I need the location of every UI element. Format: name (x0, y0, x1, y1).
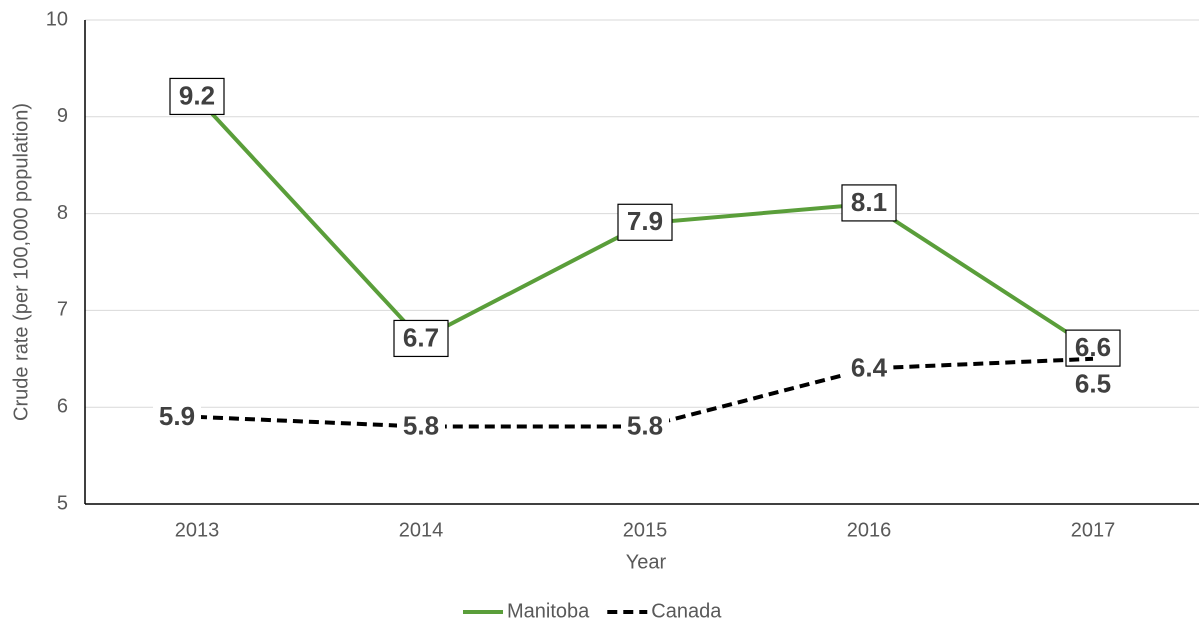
data-label: 9.2 (179, 80, 215, 110)
data-label-bg (1069, 370, 1117, 399)
y-axis-title: Crude rate (per 100,000 population) (10, 103, 32, 421)
data-label-bg (845, 354, 893, 383)
data-label-box (617, 203, 673, 241)
y-tick-label: 6 (57, 395, 68, 417)
y-tick-label: 7 (57, 299, 68, 321)
y-tick-label: 10 (46, 8, 68, 30)
data-label: 6.7 (403, 322, 439, 352)
legend-label: Canada (651, 600, 722, 622)
y-tick-label: 5 (57, 492, 68, 514)
x-axis-title: Year (626, 551, 667, 573)
data-label: 5.8 (627, 410, 663, 440)
x-tick-label: 2017 (1071, 519, 1116, 541)
data-label: 5.9 (159, 401, 195, 431)
y-tick-label: 8 (57, 202, 68, 224)
x-tick-label: 2014 (399, 519, 444, 541)
legend-label: Manitoba (507, 600, 590, 622)
data-label: 6.6 (1075, 332, 1111, 362)
data-label: 7.9 (627, 206, 663, 236)
data-label: 5.8 (403, 410, 439, 440)
x-tick-label: 2015 (623, 519, 668, 541)
x-tick-label: 2013 (175, 519, 220, 541)
data-label-box (169, 77, 225, 116)
data-label-bg (397, 412, 445, 441)
data-label: 6.4 (851, 352, 888, 382)
data-label: 6.5 (1075, 369, 1111, 399)
data-label-bg (153, 402, 201, 431)
x-tick-label: 2016 (847, 519, 892, 541)
y-tick-label: 9 (57, 105, 68, 127)
data-label-bg (621, 412, 669, 441)
data-label-box (393, 319, 449, 358)
data-label-box (841, 184, 897, 222)
data-label: 8.1 (851, 187, 887, 217)
